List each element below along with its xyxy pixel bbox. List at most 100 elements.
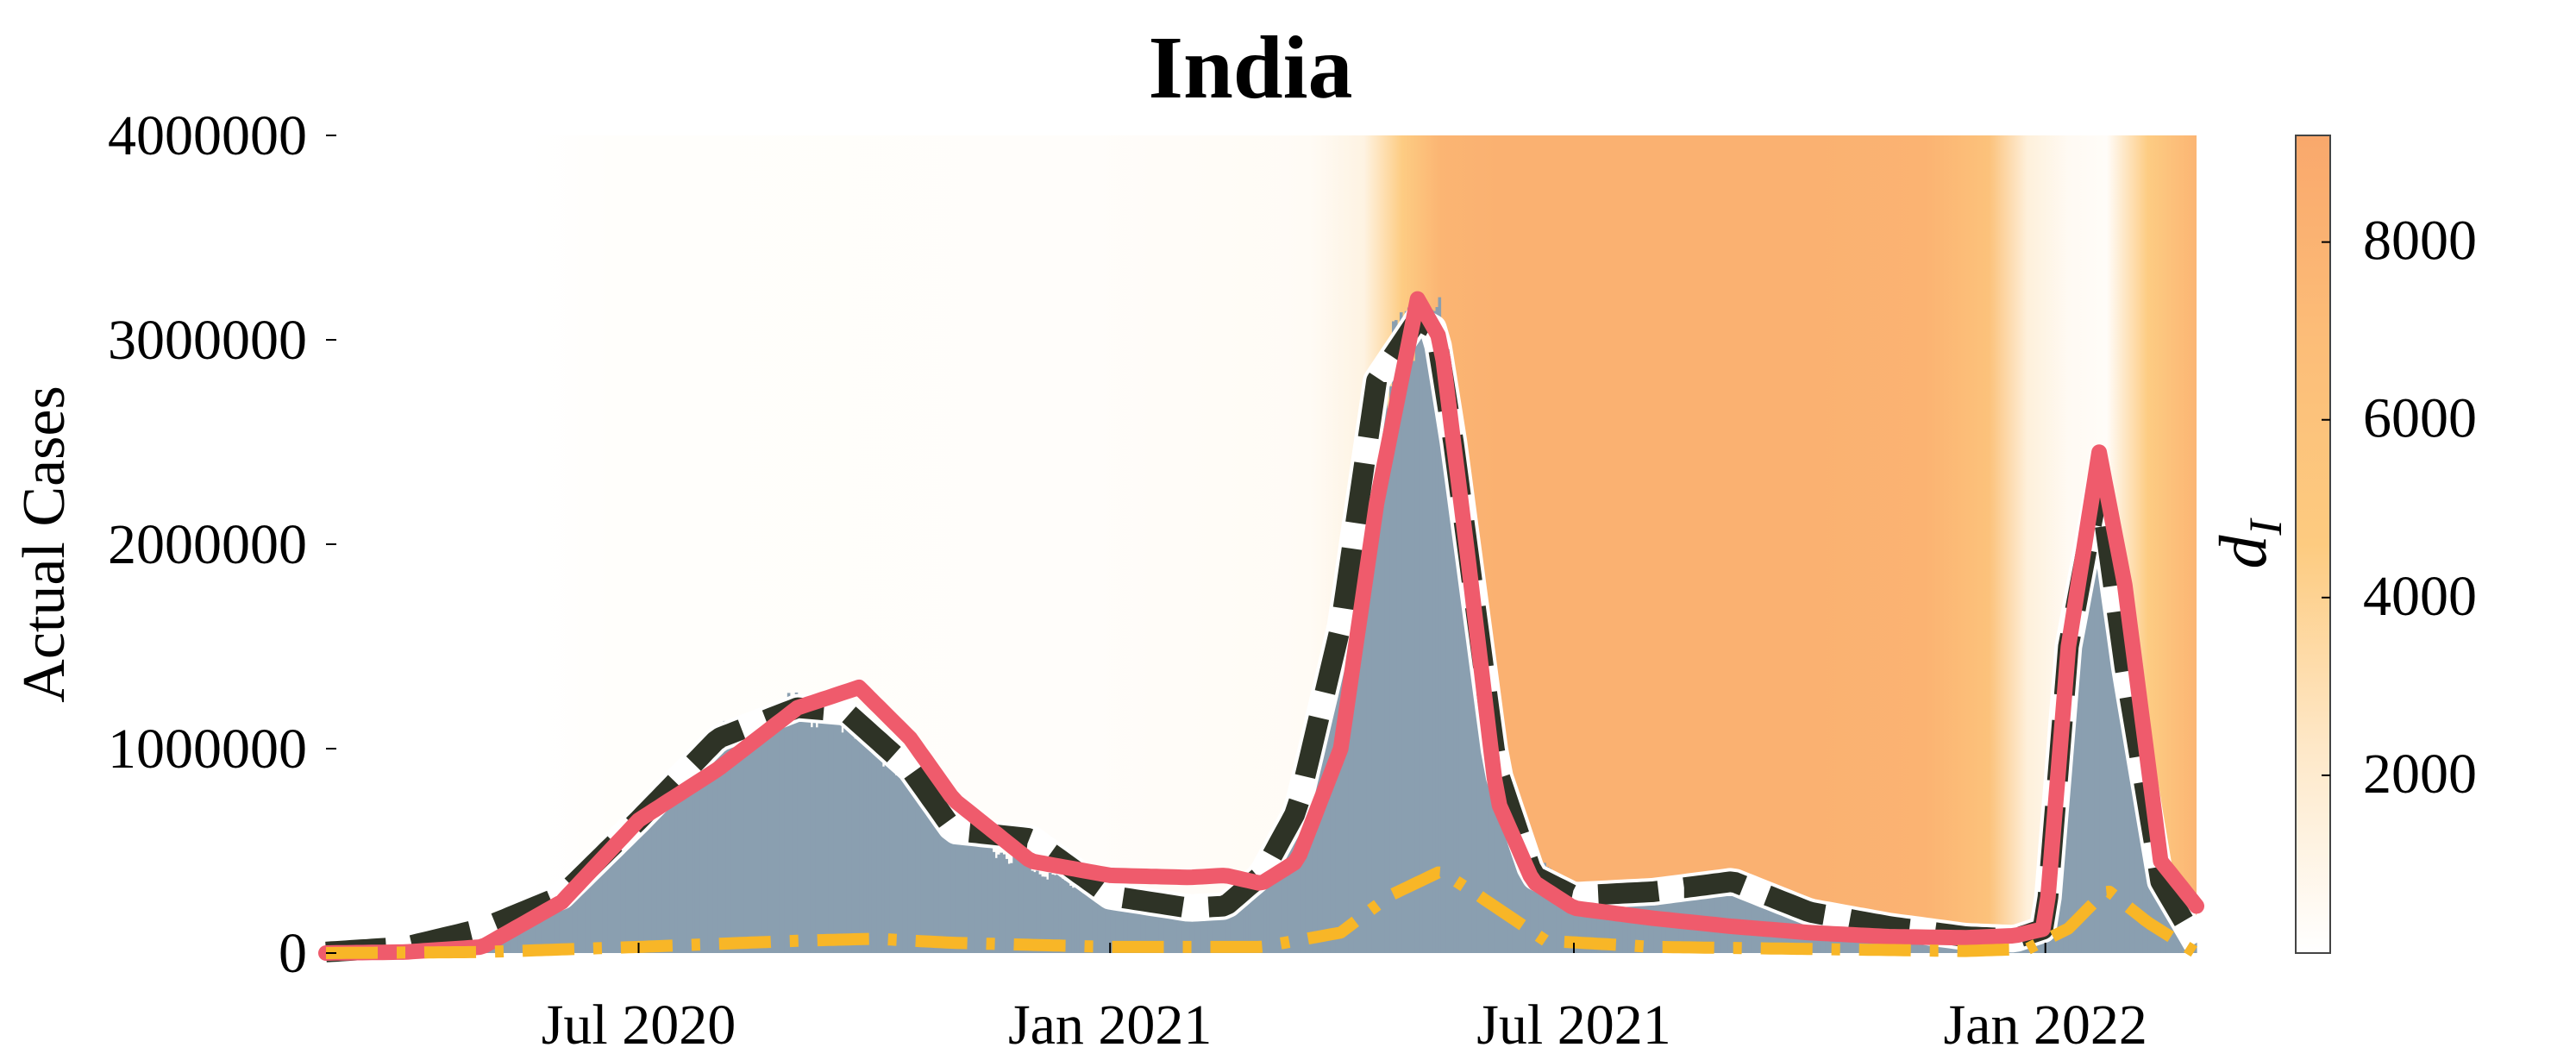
case-bar [556, 894, 560, 953]
case-bar [543, 906, 548, 953]
colorbar-ticks: 2000 4000 6000 8000 [2322, 210, 2477, 806]
case-bar [1053, 875, 1057, 953]
y-tick-label: 1000000 [108, 718, 307, 781]
case-bar [897, 756, 901, 953]
case-bar [1081, 893, 1086, 953]
case-bar [892, 769, 896, 953]
case-bar [1609, 898, 1614, 953]
case-bar [612, 853, 617, 953]
case-bar [628, 836, 632, 953]
case-bar [784, 706, 788, 953]
case-bar [1056, 873, 1060, 953]
case-bar [692, 767, 696, 953]
case-bar [1018, 857, 1021, 953]
case-bar [1371, 400, 1375, 953]
case-bar [718, 726, 722, 953]
case-bar [699, 759, 704, 953]
case-bar [1425, 317, 1429, 953]
case-bar [659, 806, 662, 953]
case-bar [1125, 902, 1129, 953]
case-bar [541, 907, 545, 953]
case-bar [1469, 509, 1472, 953]
case-bar [1335, 684, 1339, 953]
case-bar [694, 775, 699, 953]
case-bar [1140, 902, 1144, 953]
case-bar [851, 729, 855, 953]
case-bar [1443, 336, 1447, 953]
case-bar [1422, 305, 1426, 953]
case-bar [884, 756, 888, 953]
case-bar [1556, 874, 1559, 953]
case-bar [1261, 886, 1265, 953]
case-bar [2124, 627, 2128, 953]
case-bar [1145, 906, 1150, 953]
case-bar [1617, 900, 1621, 953]
case-bar [1207, 908, 1211, 953]
case-bar [789, 701, 793, 953]
case-bar [958, 833, 962, 953]
case-bar [1179, 907, 1182, 953]
case-bar [1486, 678, 1490, 953]
case-bar [1250, 884, 1255, 953]
case-bar [1517, 809, 1521, 953]
case-bar [1392, 321, 1395, 953]
case-bar [2097, 481, 2100, 953]
case-bar [1012, 854, 1016, 953]
case-bar [580, 881, 583, 953]
y-tick-label: 3000000 [108, 309, 307, 372]
case-bar [1387, 408, 1390, 953]
case-bar [925, 805, 929, 953]
case-bar [1276, 852, 1280, 953]
case-bar [1571, 890, 1575, 953]
case-bar [854, 738, 857, 953]
case-bar [651, 816, 655, 953]
case-bar [623, 840, 627, 953]
case-bar [949, 823, 952, 953]
case-bar [1205, 907, 1208, 953]
case-bar [1382, 399, 1385, 953]
case-bar [525, 910, 530, 953]
case-bar [1504, 782, 1508, 953]
case-bar [1404, 310, 1408, 954]
case-bar [1656, 905, 1659, 953]
case-bar [2102, 487, 2105, 953]
case-bar [774, 723, 778, 953]
case-bar [2076, 619, 2079, 953]
case-bar [1113, 905, 1116, 953]
case-bar [620, 843, 624, 953]
case-bar [1548, 868, 1551, 953]
case-bar [1514, 793, 1519, 953]
case-bar [794, 692, 799, 953]
case-bar [674, 781, 678, 953]
case-bar [1038, 874, 1042, 953]
case-bar [1061, 878, 1065, 953]
case-bar [1243, 894, 1247, 953]
case-bar [797, 707, 801, 953]
case-bar [1414, 340, 1419, 953]
case-bar [1543, 862, 1546, 953]
case-bar [1401, 319, 1406, 953]
case-bar [1297, 825, 1301, 953]
case-bar [684, 766, 688, 953]
case-bar [1089, 891, 1093, 953]
case-bar [1420, 310, 1424, 953]
case-bar [936, 802, 939, 953]
case-bar [533, 906, 537, 953]
case-bar [577, 886, 580, 953]
case-bar [1048, 873, 1052, 953]
case-bar [643, 814, 648, 953]
case-bar [756, 714, 760, 953]
case-bar [843, 726, 847, 953]
case-bar [1374, 442, 1377, 953]
case-bar [849, 723, 852, 953]
case-bar [712, 743, 717, 953]
case-bar [610, 842, 614, 953]
case-bar [705, 757, 709, 953]
case-bar [866, 733, 870, 953]
case-bar [1356, 522, 1360, 953]
case-bar [1643, 900, 1646, 953]
case-bar [1327, 693, 1332, 953]
case-bar [792, 696, 796, 953]
case-bar [1530, 855, 1534, 953]
case-bar [1187, 913, 1190, 953]
